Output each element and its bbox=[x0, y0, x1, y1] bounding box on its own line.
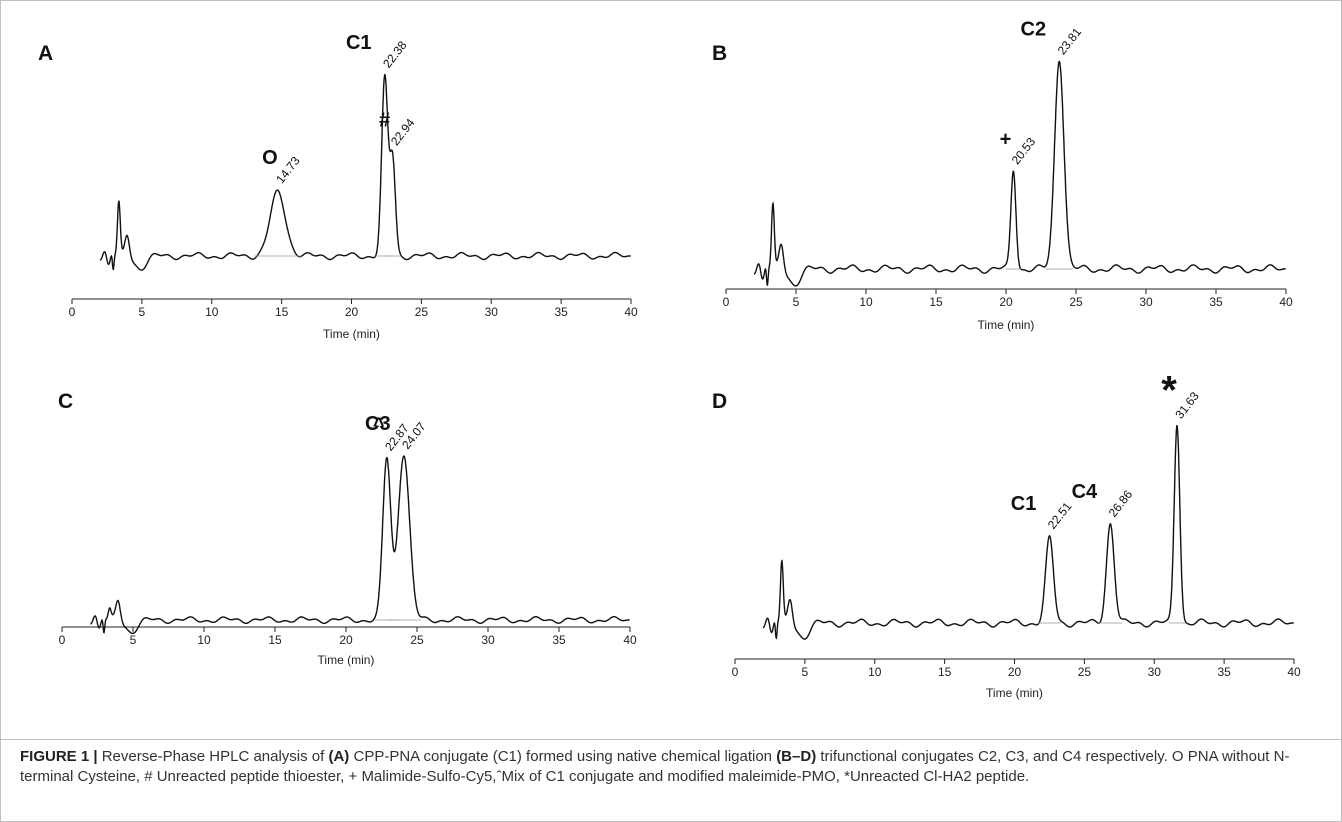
panel-a: A 0 5 10 15 20 25 30 35 40 Time (min) 14.73O 22.38 C1… bbox=[38, 32, 638, 341]
panel-letter: C bbox=[58, 390, 73, 413]
x-tick-label: 30 bbox=[485, 305, 499, 319]
peak-marker: C1 bbox=[1011, 493, 1037, 515]
peak-marker: C2 bbox=[1021, 18, 1047, 40]
panel-letter: A bbox=[38, 42, 53, 65]
x-axis-title: Time (min) bbox=[323, 327, 380, 341]
x-tick-label: 35 bbox=[1209, 295, 1223, 309]
x-tick-label: 15 bbox=[275, 305, 289, 319]
retention-time-label: 20.53 bbox=[1009, 135, 1039, 168]
x-tick-label: 20 bbox=[345, 305, 359, 319]
figure-caption: FIGURE 1 | Reverse-Phase HPLC analysis o… bbox=[20, 747, 1325, 787]
chromatogram-trace bbox=[99, 73, 631, 271]
retention-time-label: 22.38 bbox=[380, 38, 410, 71]
retention-time-label: 26.86 bbox=[1106, 487, 1136, 520]
chromatogram-trace bbox=[753, 60, 1286, 287]
x-tick-label: 0 bbox=[732, 665, 739, 679]
panel-letter: B bbox=[712, 42, 727, 65]
x-tick-label: 20 bbox=[339, 633, 353, 647]
retention-time-label: 14.73 bbox=[273, 154, 303, 187]
caption-text: Reverse-Phase HPLC analysis of (A) CPP-P… bbox=[20, 748, 1289, 785]
peak-marker: C4 bbox=[1072, 481, 1098, 503]
x-tick-label: 5 bbox=[802, 665, 809, 679]
x-tick-label: 20 bbox=[1008, 665, 1022, 679]
peak-marker: * bbox=[1161, 369, 1177, 413]
chromatogram-trace bbox=[762, 424, 1294, 640]
peak-marker: ^ bbox=[373, 415, 385, 437]
caption-fragment: Reverse-Phase HPLC analysis of bbox=[97, 748, 329, 765]
x-tick-label: 40 bbox=[623, 633, 637, 647]
x-tick-label: 25 bbox=[415, 305, 429, 319]
x-tick-label: 40 bbox=[1279, 295, 1293, 309]
retention-time-label: 22.51 bbox=[1045, 499, 1075, 532]
x-tick-label: 5 bbox=[139, 305, 146, 319]
x-tick-label: 25 bbox=[1069, 295, 1083, 309]
caption-panel-ref: (B–D) bbox=[776, 748, 817, 765]
caption-fragment: trifunctional conjugates C2, C3, and C4 … bbox=[20, 748, 1290, 785]
peak-marker: C3 bbox=[365, 413, 391, 435]
x-tick-label: 25 bbox=[410, 633, 424, 647]
x-axis-title: Time (min) bbox=[986, 686, 1043, 700]
peak-marker: + bbox=[1000, 128, 1012, 150]
x-tick-label: 40 bbox=[624, 305, 638, 319]
x-tick-label: 20 bbox=[999, 295, 1013, 309]
x-tick-label: 10 bbox=[197, 633, 211, 647]
caption-fragment: CPP-PNA conjugate (C1) formed using nati… bbox=[349, 748, 777, 765]
x-tick-label: 15 bbox=[268, 633, 282, 647]
x-tick-label: 0 bbox=[59, 633, 66, 647]
chromatogram-trace bbox=[90, 455, 630, 635]
caption-panel-ref: (A) bbox=[328, 748, 350, 765]
x-tick-label: 30 bbox=[1148, 665, 1162, 679]
caption-divider bbox=[1, 739, 1341, 740]
x-tick-label: 0 bbox=[723, 295, 730, 309]
x-tick-label: 10 bbox=[205, 305, 219, 319]
x-axis-title: Time (min) bbox=[978, 318, 1035, 332]
x-tick-label: 30 bbox=[1139, 295, 1153, 309]
x-tick-label: 35 bbox=[552, 633, 566, 647]
peak-marker: C1 bbox=[346, 32, 372, 54]
x-tick-label: 40 bbox=[1287, 665, 1301, 679]
x-tick-label: 25 bbox=[1078, 665, 1092, 679]
x-tick-label: 0 bbox=[69, 305, 76, 319]
panel-b: B 0 5 10 15 20 25 30 35 40 Time (min) 20.53+23.81 C2 bbox=[712, 18, 1293, 332]
peak-marker: O bbox=[262, 147, 278, 169]
panel-d: D 0 5 10 15 20 25 30 35 40 Time (min) 22.51 C1 26.86 C… bbox=[712, 369, 1301, 700]
x-tick-label: 5 bbox=[130, 633, 137, 647]
x-tick-label: 15 bbox=[929, 295, 943, 309]
x-axis-title: Time (min) bbox=[318, 653, 375, 667]
retention-time-label: 23.81 bbox=[1055, 25, 1085, 58]
x-tick-label: 10 bbox=[868, 665, 882, 679]
panel-letter: D bbox=[712, 390, 727, 413]
x-tick-label: 35 bbox=[1217, 665, 1231, 679]
x-tick-label: 35 bbox=[554, 305, 568, 319]
x-tick-label: 15 bbox=[938, 665, 952, 679]
x-tick-label: 5 bbox=[793, 295, 800, 309]
peak-marker: # bbox=[379, 109, 390, 131]
retention-time-label: 22.94 bbox=[388, 116, 418, 149]
x-tick-label: 30 bbox=[481, 633, 495, 647]
x-tick-label: 10 bbox=[859, 295, 873, 309]
caption-label: FIGURE 1 | bbox=[20, 748, 98, 765]
